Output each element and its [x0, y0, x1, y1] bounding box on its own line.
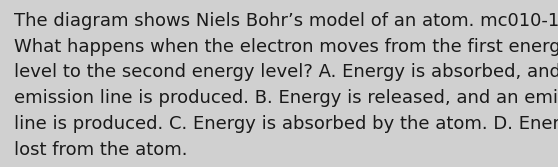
Text: line is produced. C. Energy is absorbed by the atom. D. Energy is: line is produced. C. Energy is absorbed …: [14, 115, 558, 133]
Text: What happens when the electron moves from the first energy: What happens when the electron moves fro…: [14, 38, 558, 56]
Text: level to the second energy level? A. Energy is absorbed, and an: level to the second energy level? A. Ene…: [14, 63, 558, 81]
Text: emission line is produced. B. Energy is released, and an emission: emission line is produced. B. Energy is …: [14, 89, 558, 107]
Text: lost from the atom.: lost from the atom.: [14, 141, 187, 159]
Text: The diagram shows Niels Bohr’s model of an atom. mc010-1.jpg: The diagram shows Niels Bohr’s model of …: [14, 12, 558, 30]
